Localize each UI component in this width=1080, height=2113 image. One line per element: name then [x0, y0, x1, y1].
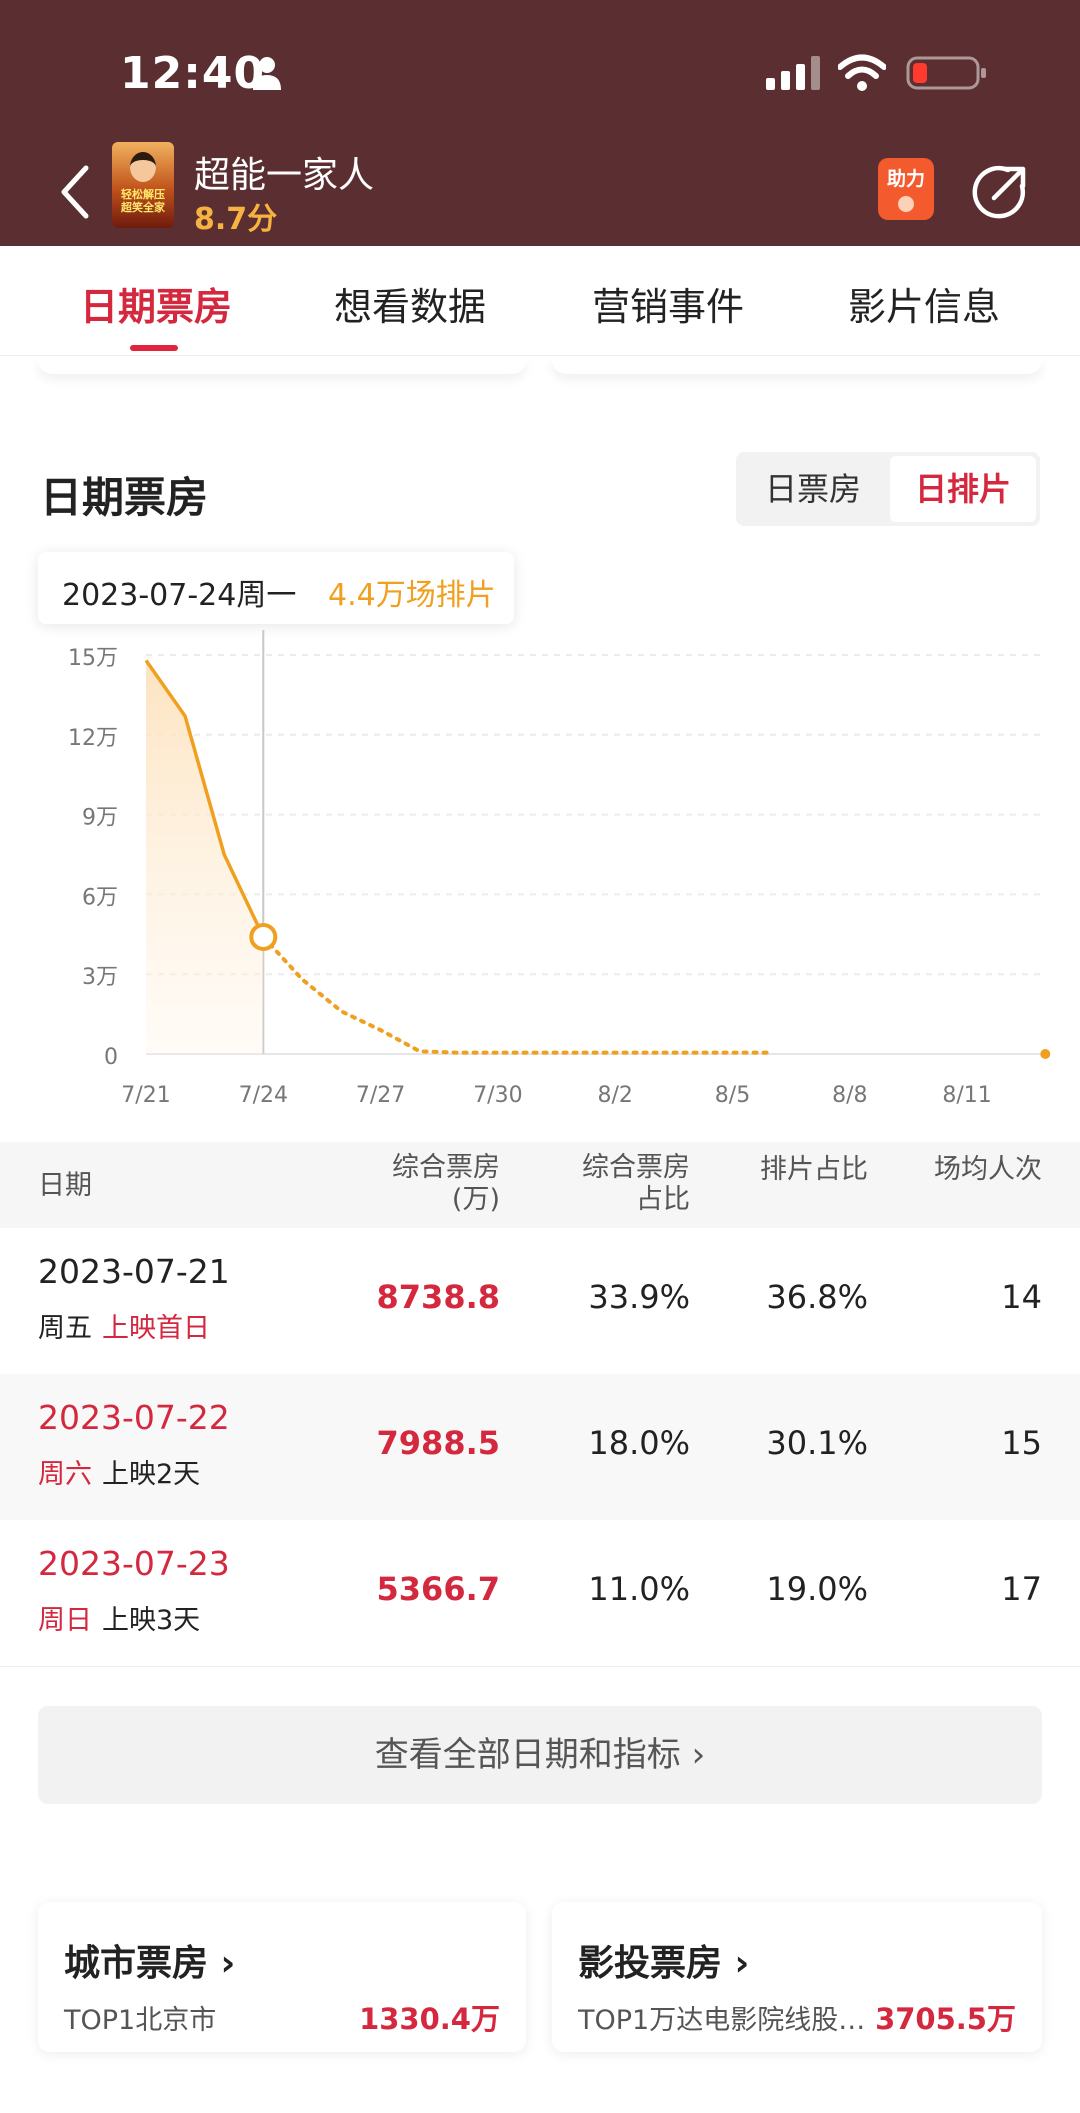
x-tick-label: 7/30	[473, 1083, 522, 1108]
row-box-office: 8738.8	[376, 1278, 500, 1316]
table-divider	[0, 1666, 1080, 1667]
city-box-office-card[interactable]: 城市票房 › TOP1北京市 1330.4万	[38, 1902, 526, 2052]
card-subtitle: TOP1万达电影院线股…	[578, 2005, 866, 2036]
section-title: 日期票房	[40, 473, 209, 522]
row-subtitle: 周五 上映首日	[38, 1306, 210, 1345]
view-all-dates-button[interactable]: 查看全部日期和指标 ›	[38, 1706, 1042, 1804]
x-tick-label: 7/24	[239, 1083, 288, 1108]
top-bar: 12:40 轻松解压 超笑全家 超能一家人 8.7分 助力	[0, 0, 1080, 246]
row-box-share: 18.0%	[588, 1424, 690, 1462]
tooltip-value: 4.4万场排片	[328, 578, 496, 613]
header-box-share: 综合票房 占比	[582, 1152, 690, 1215]
table-header: 日期 综合票房 (万) 综合票房 占比 排片占比 场均人次	[0, 1142, 1080, 1228]
row-subtitle: 周日 上映3天	[38, 1598, 200, 1637]
row-date: 2023-07-23	[38, 1544, 230, 1583]
row-avg-viewers: 15	[1001, 1424, 1042, 1462]
tab-date-box-office[interactable]: 日期票房	[80, 285, 233, 329]
movie-score: 8.7分	[194, 202, 278, 237]
row-avg-viewers: 14	[1001, 1278, 1042, 1316]
tooltip-date: 2023-07-24周一	[62, 578, 297, 613]
tab-film-info[interactable]: 影片信息	[848, 285, 1001, 329]
actual-area	[146, 660, 264, 1054]
help-dot-icon	[898, 196, 914, 212]
card-subtitle: TOP1北京市	[64, 2005, 217, 2036]
y-tick-label: 6万	[82, 885, 118, 910]
help-button[interactable]: 助力	[878, 158, 934, 220]
movie-poster[interactable]: 轻松解压 超笑全家	[112, 142, 174, 228]
table-row[interactable]: 2023-07-23 周日 上映3天 5366.7 11.0% 19.0% 17	[0, 1520, 1080, 1666]
row-weekday: 周五	[38, 1313, 92, 1344]
card-value: 3705.5万	[875, 2002, 1016, 2036]
signal-icon	[766, 56, 820, 90]
row-box-office: 7988.5	[376, 1424, 500, 1462]
forecast-line	[261, 934, 774, 1055]
x-tick-label: 7/27	[356, 1083, 405, 1108]
row-tag: 上映首日	[102, 1313, 210, 1344]
x-tick-label: 8/2	[597, 1083, 632, 1108]
toggle-daily-box-office[interactable]: 日票房	[764, 470, 861, 508]
chart-tooltip: 2023-07-24周一 4.4万场排片	[38, 552, 514, 624]
header-date: 日期	[38, 1170, 92, 1201]
tab-bar: 日期票房 想看数据 营销事件 影片信息	[0, 246, 1080, 356]
table-row[interactable]: 2023-07-22 周六 上映2天 7988.5 18.0% 30.1% 15	[0, 1374, 1080, 1520]
person-icon	[253, 57, 281, 90]
investor-box-office-card[interactable]: 影投票房 › TOP1万达电影院线股… 3705.5万	[552, 1902, 1042, 2052]
y-tick-label: 12万	[68, 726, 118, 751]
header-box-office: 综合票房 (万)	[392, 1152, 500, 1215]
tab-want-to-see[interactable]: 想看数据	[334, 285, 487, 329]
toggle-daily-screenings[interactable]: 日排片	[890, 456, 1036, 522]
x-tick-label: 8/5	[715, 1083, 750, 1108]
x-tick-label: 8/8	[832, 1083, 867, 1108]
tab-marketing-events[interactable]: 营销事件	[592, 285, 745, 329]
highlight-point[interactable]	[249, 922, 278, 951]
row-weekday: 周六	[38, 1459, 92, 1490]
table-row[interactable]: 2023-07-21 周五 上映首日 8738.8 33.9% 36.8% 14	[0, 1228, 1080, 1374]
row-screen-share: 30.1%	[766, 1424, 868, 1462]
header-avg-viewers: 场均人次	[934, 1154, 1042, 1185]
row-avg-viewers: 17	[1001, 1570, 1042, 1608]
row-screen-share: 36.8%	[766, 1278, 868, 1316]
movie-title: 超能一家人	[194, 155, 375, 196]
help-button-label: 助力	[886, 168, 925, 190]
row-screen-share: 19.0%	[766, 1570, 868, 1608]
card-title: 城市票房 ›	[64, 1943, 236, 1984]
y-tick-label: 15万	[68, 646, 118, 671]
card-edge-left	[38, 356, 526, 374]
x-tick-label: 8/11	[942, 1083, 991, 1108]
poster-text: 轻松解压 超笑全家	[121, 188, 165, 214]
row-tag: 上映3天	[102, 1605, 201, 1636]
wifi-icon	[838, 54, 886, 91]
card-title: 影投票房 ›	[578, 1943, 750, 1984]
row-box-office: 5366.7	[376, 1570, 500, 1608]
header-screen-share: 排片占比	[760, 1154, 868, 1185]
poster-figure	[130, 152, 156, 182]
back-icon[interactable]	[56, 162, 96, 222]
actual-line	[144, 659, 265, 938]
x-tick-label: 7/21	[121, 1083, 170, 1108]
y-tick-label: 9万	[82, 806, 118, 831]
row-date: 2023-07-22	[38, 1398, 230, 1437]
row-box-share: 33.9%	[588, 1278, 690, 1316]
screenings-line-chart[interactable]: 15万 12万 9万 6万 3万 07/21 7/24 7/27 7/30 8/2 8/5 8/8 8/…	[0, 630, 1080, 1120]
y-tick-label: 3万	[82, 965, 118, 990]
card-edge-right	[552, 356, 1042, 374]
status-time: 12:40	[120, 48, 266, 99]
battery-icon	[906, 56, 986, 90]
metric-toggle: 日票房 日排片	[736, 452, 1040, 526]
row-subtitle: 周六 上映2天	[38, 1452, 200, 1491]
trailing-point	[1040, 1049, 1051, 1059]
card-value: 1330.4万	[359, 2002, 500, 2036]
y-tick-label: 0	[104, 1045, 118, 1070]
row-box-share: 11.0%	[588, 1570, 690, 1608]
row-date: 2023-07-21	[38, 1252, 230, 1291]
row-tag: 上映2天	[102, 1459, 201, 1490]
tab-active-indicator	[130, 345, 178, 351]
share-icon[interactable]	[972, 164, 1028, 220]
row-weekday: 周日	[38, 1605, 92, 1636]
